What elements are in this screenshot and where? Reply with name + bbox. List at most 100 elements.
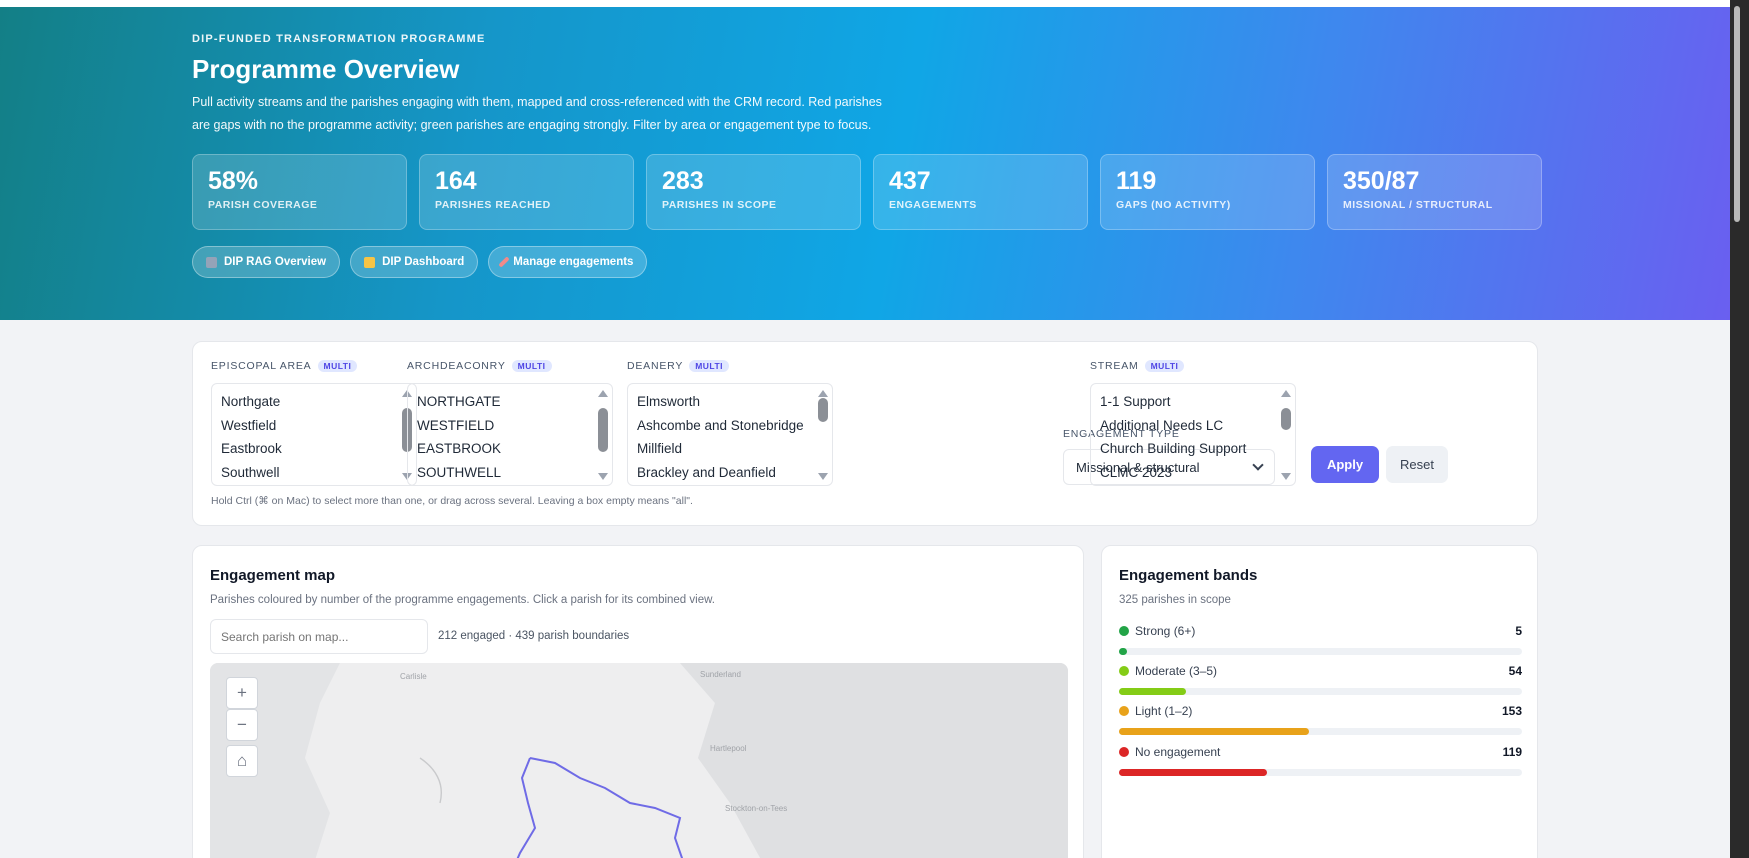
page-scroll-thumb[interactable] — [1734, 6, 1740, 222]
band-moderate[interactable]: Moderate (3–5) 54 — [1119, 664, 1522, 695]
filter-label-text: ENGAGEMENT TYPE — [1063, 428, 1180, 440]
listbox-scrollbar[interactable] — [817, 388, 828, 482]
scroll-up-icon[interactable] — [598, 390, 608, 397]
filter-label-text: EPISCOPAL AREA — [211, 360, 312, 372]
stats-row: 58% PARISH COVERAGE 164 PARISHES REACHED… — [192, 154, 1542, 230]
band-label: Strong (6+) — [1135, 624, 1196, 638]
filter-label-text: STREAM — [1090, 360, 1139, 372]
band-row: Strong (6+) 5 — [1119, 624, 1522, 638]
map-place-label: Stockton-on-Tees — [725, 804, 787, 813]
map-canvas[interactable]: Carlisle Sunderland Hartlepool Stockton-… — [210, 663, 1068, 858]
multi-badge: MULTI — [511, 360, 552, 372]
apply-button[interactable]: Apply — [1311, 446, 1379, 483]
map-search-input[interactable] — [210, 619, 428, 654]
map-place-label: Hartlepool — [710, 744, 747, 753]
band-row: Moderate (3–5) 54 — [1119, 664, 1522, 678]
scroll-down-icon[interactable] — [598, 473, 608, 480]
list-option[interactable]: Northgate — [221, 394, 281, 409]
bands-title: Engagement bands — [1119, 567, 1258, 584]
multi-badge: MULTI — [689, 360, 730, 372]
map-header: Engagement map Parishes coloured by numb… — [210, 567, 715, 606]
quick-links: DIP RAG Overview DIP Dashboard Manage en… — [192, 246, 1542, 278]
list-option[interactable]: Elmsworth — [637, 394, 701, 409]
status-dot-icon — [1119, 747, 1129, 757]
listbox-scrollbar[interactable] — [597, 388, 608, 482]
dip-dashboard-link[interactable]: DIP Dashboard — [350, 246, 479, 278]
episcopal-area-listbox[interactable]: Northgate Westfield Eastbrook Southwell — [211, 383, 417, 486]
scroll-up-icon[interactable] — [1281, 390, 1291, 397]
link-label: DIP RAG Overview — [224, 256, 327, 268]
stat-engagements: 437 ENGAGEMENTS — [873, 154, 1088, 230]
archdeaconry-listbox[interactable]: NORTHGATE WESTFIELD EASTBROOK SOUTHWELL — [407, 383, 613, 486]
zoom-out-button[interactable]: − — [226, 709, 258, 741]
band-name: Light (1–2) — [1119, 704, 1192, 718]
list-option[interactable]: Millfield — [637, 441, 683, 456]
stat-label: GAPS (NO ACTIVITY) — [1116, 199, 1231, 211]
band-light[interactable]: Light (1–2) 153 — [1119, 704, 1522, 735]
list-option[interactable]: Additional Needs LC — [1100, 417, 1224, 433]
list-option[interactable]: Church Building Support — [1100, 441, 1247, 456]
stream-listbox[interactable]: 1-1 Support Additional Needs LC Church B… — [1090, 383, 1296, 486]
stat-missional-structural: 350/87 MISSIONAL / STRUCTURAL — [1327, 154, 1542, 230]
engagement-type-select[interactable]: Missional & structural — [1063, 449, 1275, 485]
scroll-down-icon[interactable] — [1281, 473, 1291, 480]
band-strong[interactable]: Strong (6+) 5 — [1119, 624, 1522, 655]
dip-rag-overview-link[interactable]: DIP RAG Overview — [192, 246, 341, 278]
folder-icon — [364, 256, 376, 268]
stat-label: ENGAGEMENTS — [889, 199, 977, 211]
stat-label: MISSIONAL / STRUCTURAL — [1343, 199, 1493, 211]
stat-parishes-reached: 164 PARISHES REACHED — [419, 154, 634, 230]
reset-button[interactable]: Reset — [1386, 446, 1448, 483]
band-name: No engagement — [1119, 745, 1220, 759]
map-place-label: Carlisle — [400, 672, 427, 681]
header-eyebrow: DIP-FUNDED TRANSFORMATION PROGRAMME — [192, 33, 486, 45]
stat-label: PARISHES IN SCOPE — [662, 199, 777, 211]
manage-engagements-link[interactable]: Manage engagements — [488, 246, 648, 278]
top-strip — [0, 0, 1730, 7]
archdeaconry-filter: ARCHDEACONRY MULTI NORTHGATE WESTFIELD E… — [407, 360, 613, 486]
list-option[interactable]: Ashcombe and Stonebridge — [637, 417, 804, 433]
link-label: Manage engagements — [513, 256, 634, 268]
list-option[interactable]: Eastbrook — [221, 441, 282, 456]
band-bar-fill — [1119, 769, 1267, 776]
list-option[interactable]: Southwell — [221, 464, 280, 480]
list-option[interactable]: Westfield — [221, 417, 277, 433]
list-option[interactable]: CLMC 2023 — [1100, 464, 1173, 480]
zoom-in-button[interactable]: + — [226, 677, 258, 709]
filter-label: EPISCOPAL AREA MULTI — [211, 360, 417, 372]
scroll-thumb[interactable] — [818, 398, 828, 422]
scroll-thumb[interactable] — [598, 408, 608, 452]
status-dot-icon — [1119, 706, 1129, 716]
band-name: Moderate (3–5) — [1119, 664, 1217, 678]
deanery-listbox[interactable]: Elmsworth Ashcombe and Stonebridge Millf… — [627, 383, 833, 486]
map-basemap: Carlisle Sunderland Hartlepool Stockton-… — [210, 663, 1068, 858]
pencil-icon — [498, 256, 510, 268]
home-icon[interactable]: ⌂ — [226, 745, 258, 777]
filter-label-text: ARCHDEACONRY — [407, 360, 506, 372]
stream-filter: STREAM MULTI 1-1 Support Additional Need… — [1090, 360, 1296, 486]
list-option[interactable]: EASTBROOK — [417, 441, 502, 456]
list-option[interactable]: Brackley and Deanfield — [637, 464, 776, 480]
stat-value: 164 — [435, 167, 477, 195]
filter-label-text: DEANERY — [627, 360, 684, 372]
band-row: Light (1–2) 153 — [1119, 704, 1522, 718]
episcopal-area-filter: EPISCOPAL AREA MULTI Northgate Westfield… — [211, 360, 417, 486]
scroll-thumb[interactable] — [1281, 408, 1291, 430]
stat-label: PARISH COVERAGE — [208, 199, 318, 211]
listbox-scrollbar[interactable] — [1280, 388, 1291, 482]
list-option[interactable]: 1-1 Support — [1100, 394, 1171, 409]
band-no-engagement[interactable]: No engagement 119 — [1119, 745, 1522, 776]
list-option[interactable]: NORTHGATE — [417, 394, 501, 409]
bands-subtitle: 325 parishes in scope — [1119, 594, 1231, 606]
select-value: Missional & structural — [1076, 459, 1200, 475]
scroll-up-icon[interactable] — [818, 390, 828, 397]
list-option[interactable]: WESTFIELD — [417, 417, 495, 433]
map-title: Engagement map — [210, 567, 336, 584]
list-option[interactable]: SOUTHWELL — [417, 464, 502, 480]
scroll-down-icon[interactable] — [818, 473, 828, 480]
deanery-filter: DEANERY MULTI Elmsworth Ashcombe and Sto… — [627, 360, 833, 486]
filter-label: ARCHDEACONRY MULTI — [407, 360, 613, 372]
stat-parishes-in-scope: 283 PARISHES IN SCOPE — [646, 154, 861, 230]
band-bar-fill — [1119, 688, 1186, 695]
band-bar-fill — [1119, 648, 1128, 655]
